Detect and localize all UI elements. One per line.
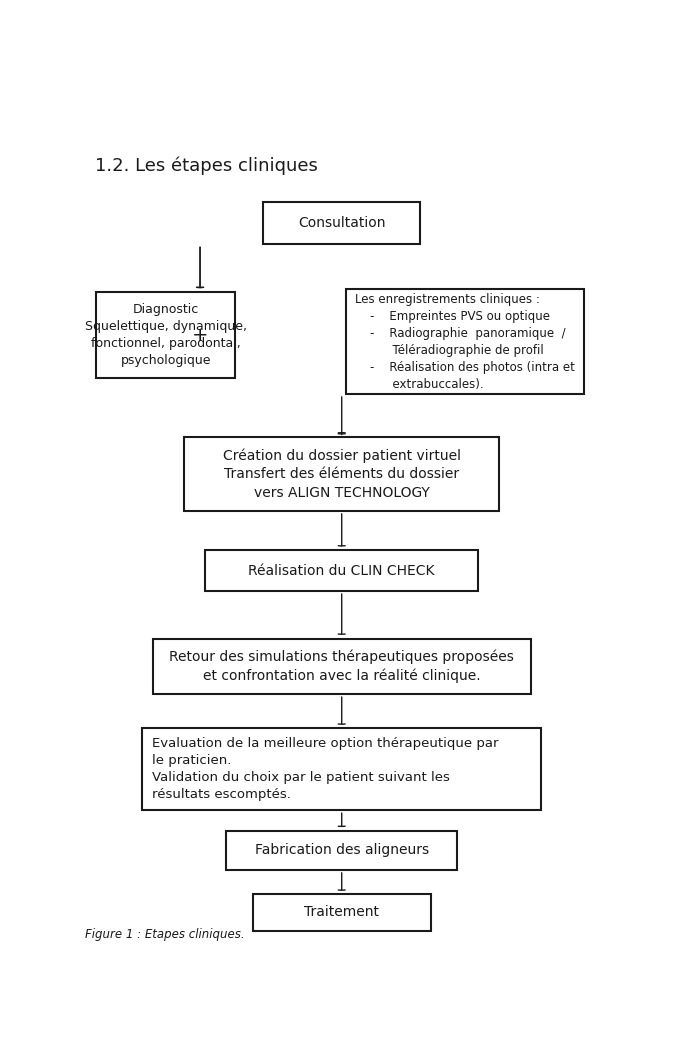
Text: Réalisation du CLIN CHECK: Réalisation du CLIN CHECK bbox=[248, 564, 435, 578]
Text: Consultation: Consultation bbox=[298, 216, 385, 230]
Text: Diagnostic
Squelettique, dynamique,
fonctionnel, parodontal,
psychologique: Diagnostic Squelettique, dynamique, fonc… bbox=[85, 303, 247, 367]
FancyBboxPatch shape bbox=[153, 638, 531, 695]
FancyBboxPatch shape bbox=[253, 894, 431, 931]
Text: Retour des simulations thérapeutiques proposées
et confrontation avec la réalité: Retour des simulations thérapeutiques pr… bbox=[169, 650, 514, 683]
Text: Evaluation de la meilleure option thérapeutique par
le praticien.
Validation du : Evaluation de la meilleure option thérap… bbox=[152, 737, 498, 802]
FancyBboxPatch shape bbox=[96, 292, 236, 378]
Text: 1.2. Les étapes cliniques: 1.2. Les étapes cliniques bbox=[95, 156, 318, 174]
FancyBboxPatch shape bbox=[226, 830, 457, 870]
Text: Les enregistrements cliniques :
    -    Empreintes PVS ou optique
    -    Radi: Les enregistrements cliniques : - Emprei… bbox=[355, 293, 575, 391]
Text: Fabrication des aligneurs: Fabrication des aligneurs bbox=[255, 843, 429, 857]
Text: +: + bbox=[192, 326, 209, 345]
Text: Traitement: Traitement bbox=[304, 906, 379, 920]
Text: Création du dossier patient virtuel
Transfert des éléments du dossier
vers ALIGN: Création du dossier patient virtuel Tran… bbox=[223, 448, 461, 500]
FancyBboxPatch shape bbox=[263, 202, 420, 244]
FancyBboxPatch shape bbox=[184, 438, 499, 511]
Text: Figure 1 : Etapes cliniques.: Figure 1 : Etapes cliniques. bbox=[85, 928, 244, 941]
FancyBboxPatch shape bbox=[205, 550, 478, 592]
FancyBboxPatch shape bbox=[142, 729, 541, 810]
FancyBboxPatch shape bbox=[346, 289, 584, 394]
